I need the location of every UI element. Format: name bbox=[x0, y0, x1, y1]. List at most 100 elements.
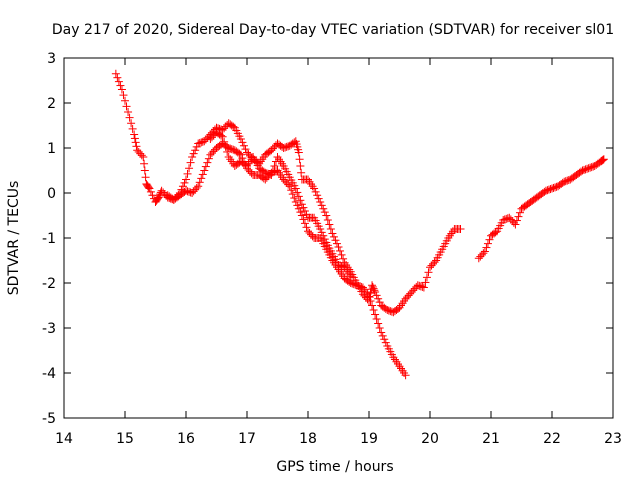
data-point-track-d bbox=[479, 249, 488, 258]
data-point-track-a bbox=[117, 85, 126, 94]
y-tick-label: 1 bbox=[47, 141, 56, 157]
data-point-track-a bbox=[337, 250, 346, 259]
data-point-track-a bbox=[311, 187, 320, 196]
data-point-track-a bbox=[332, 239, 341, 248]
data-point-track-a bbox=[328, 229, 337, 238]
data-point-track-a bbox=[130, 130, 139, 139]
data-point-track-a bbox=[313, 191, 322, 200]
x-axis-label: GPS time / hours bbox=[276, 459, 393, 475]
data-point-track-b bbox=[294, 204, 303, 213]
data-point-track-b bbox=[368, 301, 377, 310]
data-point-track-a bbox=[155, 191, 164, 200]
data-point-track-b bbox=[300, 219, 309, 228]
data-point-track-a bbox=[297, 168, 306, 177]
y-tick-label: -5 bbox=[42, 411, 56, 427]
data-point-track-a bbox=[430, 258, 439, 267]
data-point-track-b bbox=[204, 154, 213, 163]
data-point-track-b bbox=[284, 180, 293, 189]
data-point-track-b bbox=[381, 338, 390, 347]
data-point-track-a bbox=[141, 173, 150, 182]
y-tick-label: -4 bbox=[42, 366, 56, 382]
data-point-track-a bbox=[124, 108, 133, 116]
data-point-track-a bbox=[322, 211, 331, 220]
x-tick-label: 23 bbox=[604, 431, 622, 447]
data-point-track-a bbox=[331, 236, 340, 245]
data-point-track-a bbox=[131, 138, 140, 147]
data-point-track-b bbox=[198, 170, 207, 179]
data-points bbox=[111, 69, 608, 380]
x-tick-label: 18 bbox=[299, 431, 317, 447]
y-tick-label: -2 bbox=[42, 276, 56, 292]
x-axis: 14 15 16 17 18 19 20 21 22 23 bbox=[55, 58, 622, 447]
data-point-track-a bbox=[314, 194, 323, 203]
data-point-track-c bbox=[297, 200, 306, 209]
x-tick-label: 19 bbox=[360, 431, 378, 447]
data-point-track-a bbox=[178, 182, 187, 191]
data-point-track-a bbox=[127, 119, 136, 128]
data-point-track-a bbox=[295, 155, 304, 164]
data-point-track-a bbox=[310, 184, 319, 193]
data-point-track-d bbox=[599, 155, 608, 164]
data-point-track-b bbox=[380, 335, 389, 344]
data-point-track-c bbox=[268, 166, 277, 175]
data-point-track-c bbox=[346, 272, 355, 281]
data-point-track-d bbox=[511, 220, 520, 229]
data-point-track-a bbox=[122, 102, 131, 111]
y-tick-label: 3 bbox=[47, 51, 56, 67]
data-point-track-c bbox=[217, 131, 226, 140]
data-point-track-c bbox=[316, 225, 325, 233]
data-point-track-b bbox=[194, 182, 203, 191]
data-point-track-b bbox=[377, 328, 386, 337]
data-point-track-a bbox=[114, 77, 123, 86]
data-point-track-a bbox=[145, 184, 154, 193]
data-point-track-d bbox=[512, 216, 521, 225]
data-point-track-c bbox=[270, 162, 279, 170]
data-point-track-a bbox=[130, 134, 139, 143]
data-point-track-a bbox=[326, 225, 335, 233]
data-point-track-a bbox=[368, 281, 377, 290]
data-point-track-b bbox=[197, 174, 206, 183]
data-point-track-a bbox=[113, 73, 122, 82]
data-point-track-a bbox=[375, 298, 384, 307]
x-tick-label: 21 bbox=[482, 431, 500, 447]
data-point-track-a bbox=[319, 204, 328, 213]
data-point-track-a bbox=[238, 138, 247, 147]
x-tick-label: 20 bbox=[421, 431, 439, 447]
data-point-track-a bbox=[188, 153, 197, 161]
data-point-track-b bbox=[200, 166, 209, 175]
chart-title: Day 217 of 2020, Sidereal Day-to-day VTE… bbox=[52, 22, 614, 38]
data-point-track-a bbox=[456, 225, 465, 233]
x-tick-label: 14 bbox=[55, 431, 73, 447]
data-point-track-a bbox=[236, 135, 245, 143]
data-point-track-a bbox=[128, 124, 137, 133]
data-point-track-c bbox=[317, 228, 326, 237]
data-point-track-b bbox=[371, 310, 380, 319]
data-point-track-d bbox=[482, 243, 491, 252]
data-point-track-b bbox=[366, 297, 375, 305]
data-point-track-a bbox=[325, 220, 334, 229]
data-point-track-a bbox=[143, 181, 152, 190]
data-point-track-c bbox=[221, 142, 230, 151]
data-point-track-c bbox=[291, 184, 300, 193]
data-point-track-a bbox=[191, 146, 200, 155]
data-point-track-b bbox=[290, 194, 299, 203]
data-point-track-a bbox=[132, 142, 141, 151]
data-point-track-a bbox=[139, 153, 148, 161]
data-point-track-a bbox=[239, 141, 248, 150]
data-point-track-d bbox=[485, 235, 494, 244]
data-point-track-a bbox=[182, 175, 190, 184]
data-point-track-b bbox=[372, 315, 381, 323]
data-point-track-a bbox=[422, 273, 431, 282]
data-point-track-a bbox=[146, 187, 155, 196]
data-point-track-b bbox=[236, 150, 245, 159]
data-point-track-b bbox=[203, 158, 212, 167]
data-point-track-a bbox=[371, 288, 380, 296]
data-point-track-a bbox=[144, 183, 153, 192]
y-axis: 3 2 1 0 -1 -2 -3 -4 -5 bbox=[42, 51, 613, 427]
data-point-track-b bbox=[195, 178, 204, 187]
data-point-track-a bbox=[180, 178, 189, 187]
data-point-track-a bbox=[140, 159, 149, 168]
data-point-track-c bbox=[220, 137, 229, 146]
data-point-track-b bbox=[378, 331, 387, 340]
